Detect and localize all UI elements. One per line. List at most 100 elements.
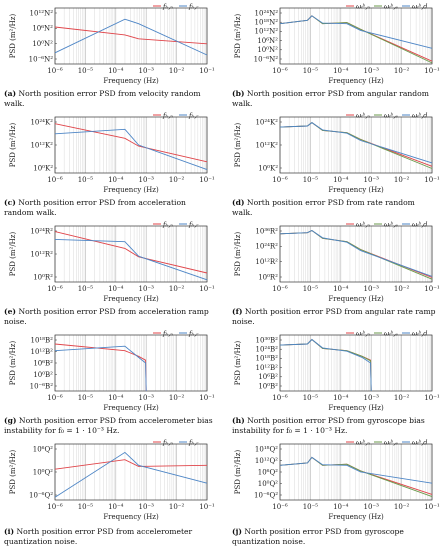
x-tick-label: 10⁻⁶ (272, 394, 288, 402)
x-tick-label: 10⁻⁶ (272, 67, 288, 75)
chart-f: 10⁻⁶ 10⁻⁵ 10⁻⁴ 10⁻³ 10⁻² 10⁻¹ Frequency (Hz) PS… (234, 220, 440, 303)
y-tick-label: 10²⁴R² (255, 243, 278, 251)
chart-h: 10⁻⁶ 10⁻⁵ 10⁻⁴ 10⁻³ 10⁻² 10⁻¹ Frequency (Hz) PS… (234, 329, 440, 412)
series-line (279, 15, 433, 62)
x-tick-label: 10⁻⁴ (333, 394, 349, 402)
series-line (54, 459, 208, 470)
x-tick-label: 10⁻⁵ (78, 285, 94, 293)
x-tick-label: 10⁻¹ (199, 394, 215, 402)
y-tick-label: 10⁻⁶Q² (254, 491, 278, 499)
y-tick-label: 10⁶Q² (33, 445, 53, 453)
y-tick-label: 10¹²K² (255, 141, 278, 149)
y-tick-label: 10⁰K² (258, 164, 278, 172)
y-axis-label: PSD (m²/Hz) (234, 341, 242, 386)
x-tick-label: 10⁻² (169, 394, 185, 402)
caption-i: (i) North position error PSD from accele… (4, 527, 193, 546)
x-tick-label: 10⁻⁴ (333, 503, 349, 511)
x-axis-label: Frequency (Hz) (103, 77, 159, 85)
legend-label: ωᵢᵇ,ₑ (384, 2, 398, 10)
chart-b: 10⁻⁶ 10⁻⁵ 10⁻⁴ 10⁻³ 10⁻² 10⁻¹ Frequency (Hz) PS… (234, 2, 440, 85)
series-line (54, 18, 208, 56)
y-tick-label: 10²⁴K² (30, 118, 53, 126)
chart-c: 10⁻⁶ 10⁻⁵ 10⁻⁴ 10⁻³ 10⁻² 10⁻¹ Frequency (Hz) PS… (9, 111, 215, 194)
series-line (279, 122, 433, 167)
x-tick-label: 10⁻⁴ (333, 285, 349, 293)
plot-frame (279, 443, 433, 501)
legend-label: fₕ,ₙ (162, 220, 173, 228)
x-tick-label: 10⁻⁴ (108, 285, 124, 293)
x-tick-label: 10⁻¹ (424, 394, 440, 402)
legend-label: ωᵢᵇ,d (412, 2, 427, 10)
x-tick-label: 10⁻³ (138, 285, 154, 293)
plot-frame (279, 116, 433, 174)
series-line (279, 229, 433, 277)
x-tick-label: 10⁻¹ (199, 285, 215, 293)
x-axis-label: Frequency (Hz) (328, 77, 384, 85)
plot-frame (54, 443, 208, 501)
x-tick-label: 10⁻⁴ (108, 394, 124, 402)
y-tick-label: 10⁶B² (258, 373, 278, 381)
legend-label: ωᵢᵇ,ₑ (384, 220, 398, 228)
series-line (279, 122, 433, 164)
y-tick-label: 10⁰Q² (33, 468, 53, 476)
y-tick-label: 10¹⁸B² (256, 355, 279, 363)
series-line (54, 343, 147, 392)
y-tick-label: 10¹²Q² (255, 457, 278, 465)
y-tick-label: 10³⁰B² (256, 336, 279, 344)
x-tick-label: 10⁻³ (138, 67, 154, 75)
plot-frame (54, 334, 208, 392)
y-axis-label: PSD (m²/Hz) (234, 14, 242, 59)
series-line (54, 128, 208, 171)
chart-a: 10⁻⁶ 10⁻⁵ 10⁻⁴ 10⁻³ 10⁻² 10⁻¹ Frequency (Hz) PS… (9, 2, 215, 85)
legend-label: fₕ,ᵣ (188, 220, 199, 228)
x-tick-label: 10⁻² (169, 176, 185, 184)
legend-label: ωᵢᵇ,d (412, 111, 427, 119)
y-tick-label: 10⁶B² (33, 359, 53, 367)
legend-label: ωᵢᵇ,ₙ (356, 111, 370, 119)
x-tick-label: 10⁻¹ (199, 67, 215, 75)
y-tick-label: 10¹²B² (31, 348, 54, 356)
series-line (279, 338, 372, 392)
x-tick-label: 10⁻⁵ (78, 176, 94, 184)
x-tick-label: 10⁻⁶ (272, 503, 288, 511)
plot-frame (279, 7, 433, 65)
y-tick-label: 10⁻⁶N² (29, 55, 54, 63)
x-tick-label: 10⁻² (394, 394, 410, 402)
x-tick-label: 10⁻² (169, 503, 185, 511)
x-axis-label: Frequency (Hz) (103, 513, 159, 521)
series-line (54, 26, 208, 45)
x-tick-label: 10⁻⁵ (303, 285, 319, 293)
legend-label: fₕ,ᵣ (188, 329, 199, 337)
legend-label: ωᵢᵇ,d (412, 220, 427, 228)
plot-frame (54, 116, 208, 174)
x-tick-label: 10⁻³ (363, 285, 379, 293)
caption-g: (g) North position error PSD from accele… (4, 416, 213, 435)
series-line (279, 229, 433, 280)
legend-label: fₕ,ₙ (162, 111, 173, 119)
x-tick-label: 10⁻⁶ (272, 285, 288, 293)
y-tick-label: 10²⁴R² (30, 227, 53, 235)
series-line (279, 338, 372, 392)
series-line (54, 238, 208, 281)
caption-a: (a) North position error PSD from veloci… (4, 89, 201, 108)
y-tick-label: 10⁻⁶Q² (29, 491, 53, 499)
x-tick-label: 10⁻⁴ (108, 503, 124, 511)
y-tick-label: 10⁰N² (32, 40, 53, 48)
legend-label: ωᵢᵇ,d (412, 329, 427, 337)
y-tick-label: 10¹²N² (255, 28, 279, 36)
x-axis-label: Frequency (Hz) (328, 186, 384, 194)
legend-label: ωᵢᵇ,d (412, 438, 427, 446)
x-tick-label: 10⁻⁵ (78, 503, 94, 511)
caption-h: (h) North position error PSD from gyrosc… (232, 416, 425, 435)
x-tick-label: 10⁻⁶ (47, 394, 63, 402)
x-axis-label: Frequency (Hz) (328, 404, 384, 412)
y-axis-label: PSD (m²/Hz) (9, 341, 17, 386)
plot-frame (279, 225, 433, 283)
legend-label: ωᵢᵇ,ₙ (356, 438, 370, 446)
x-tick-label: 10⁻³ (138, 176, 154, 184)
x-tick-label: 10⁻⁶ (47, 285, 63, 293)
y-tick-label: 10²⁴N² (255, 9, 279, 17)
x-tick-label: 10⁻⁴ (333, 67, 349, 75)
y-axis-label: PSD (m²/Hz) (234, 232, 242, 277)
x-tick-label: 10⁻⁵ (303, 67, 319, 75)
